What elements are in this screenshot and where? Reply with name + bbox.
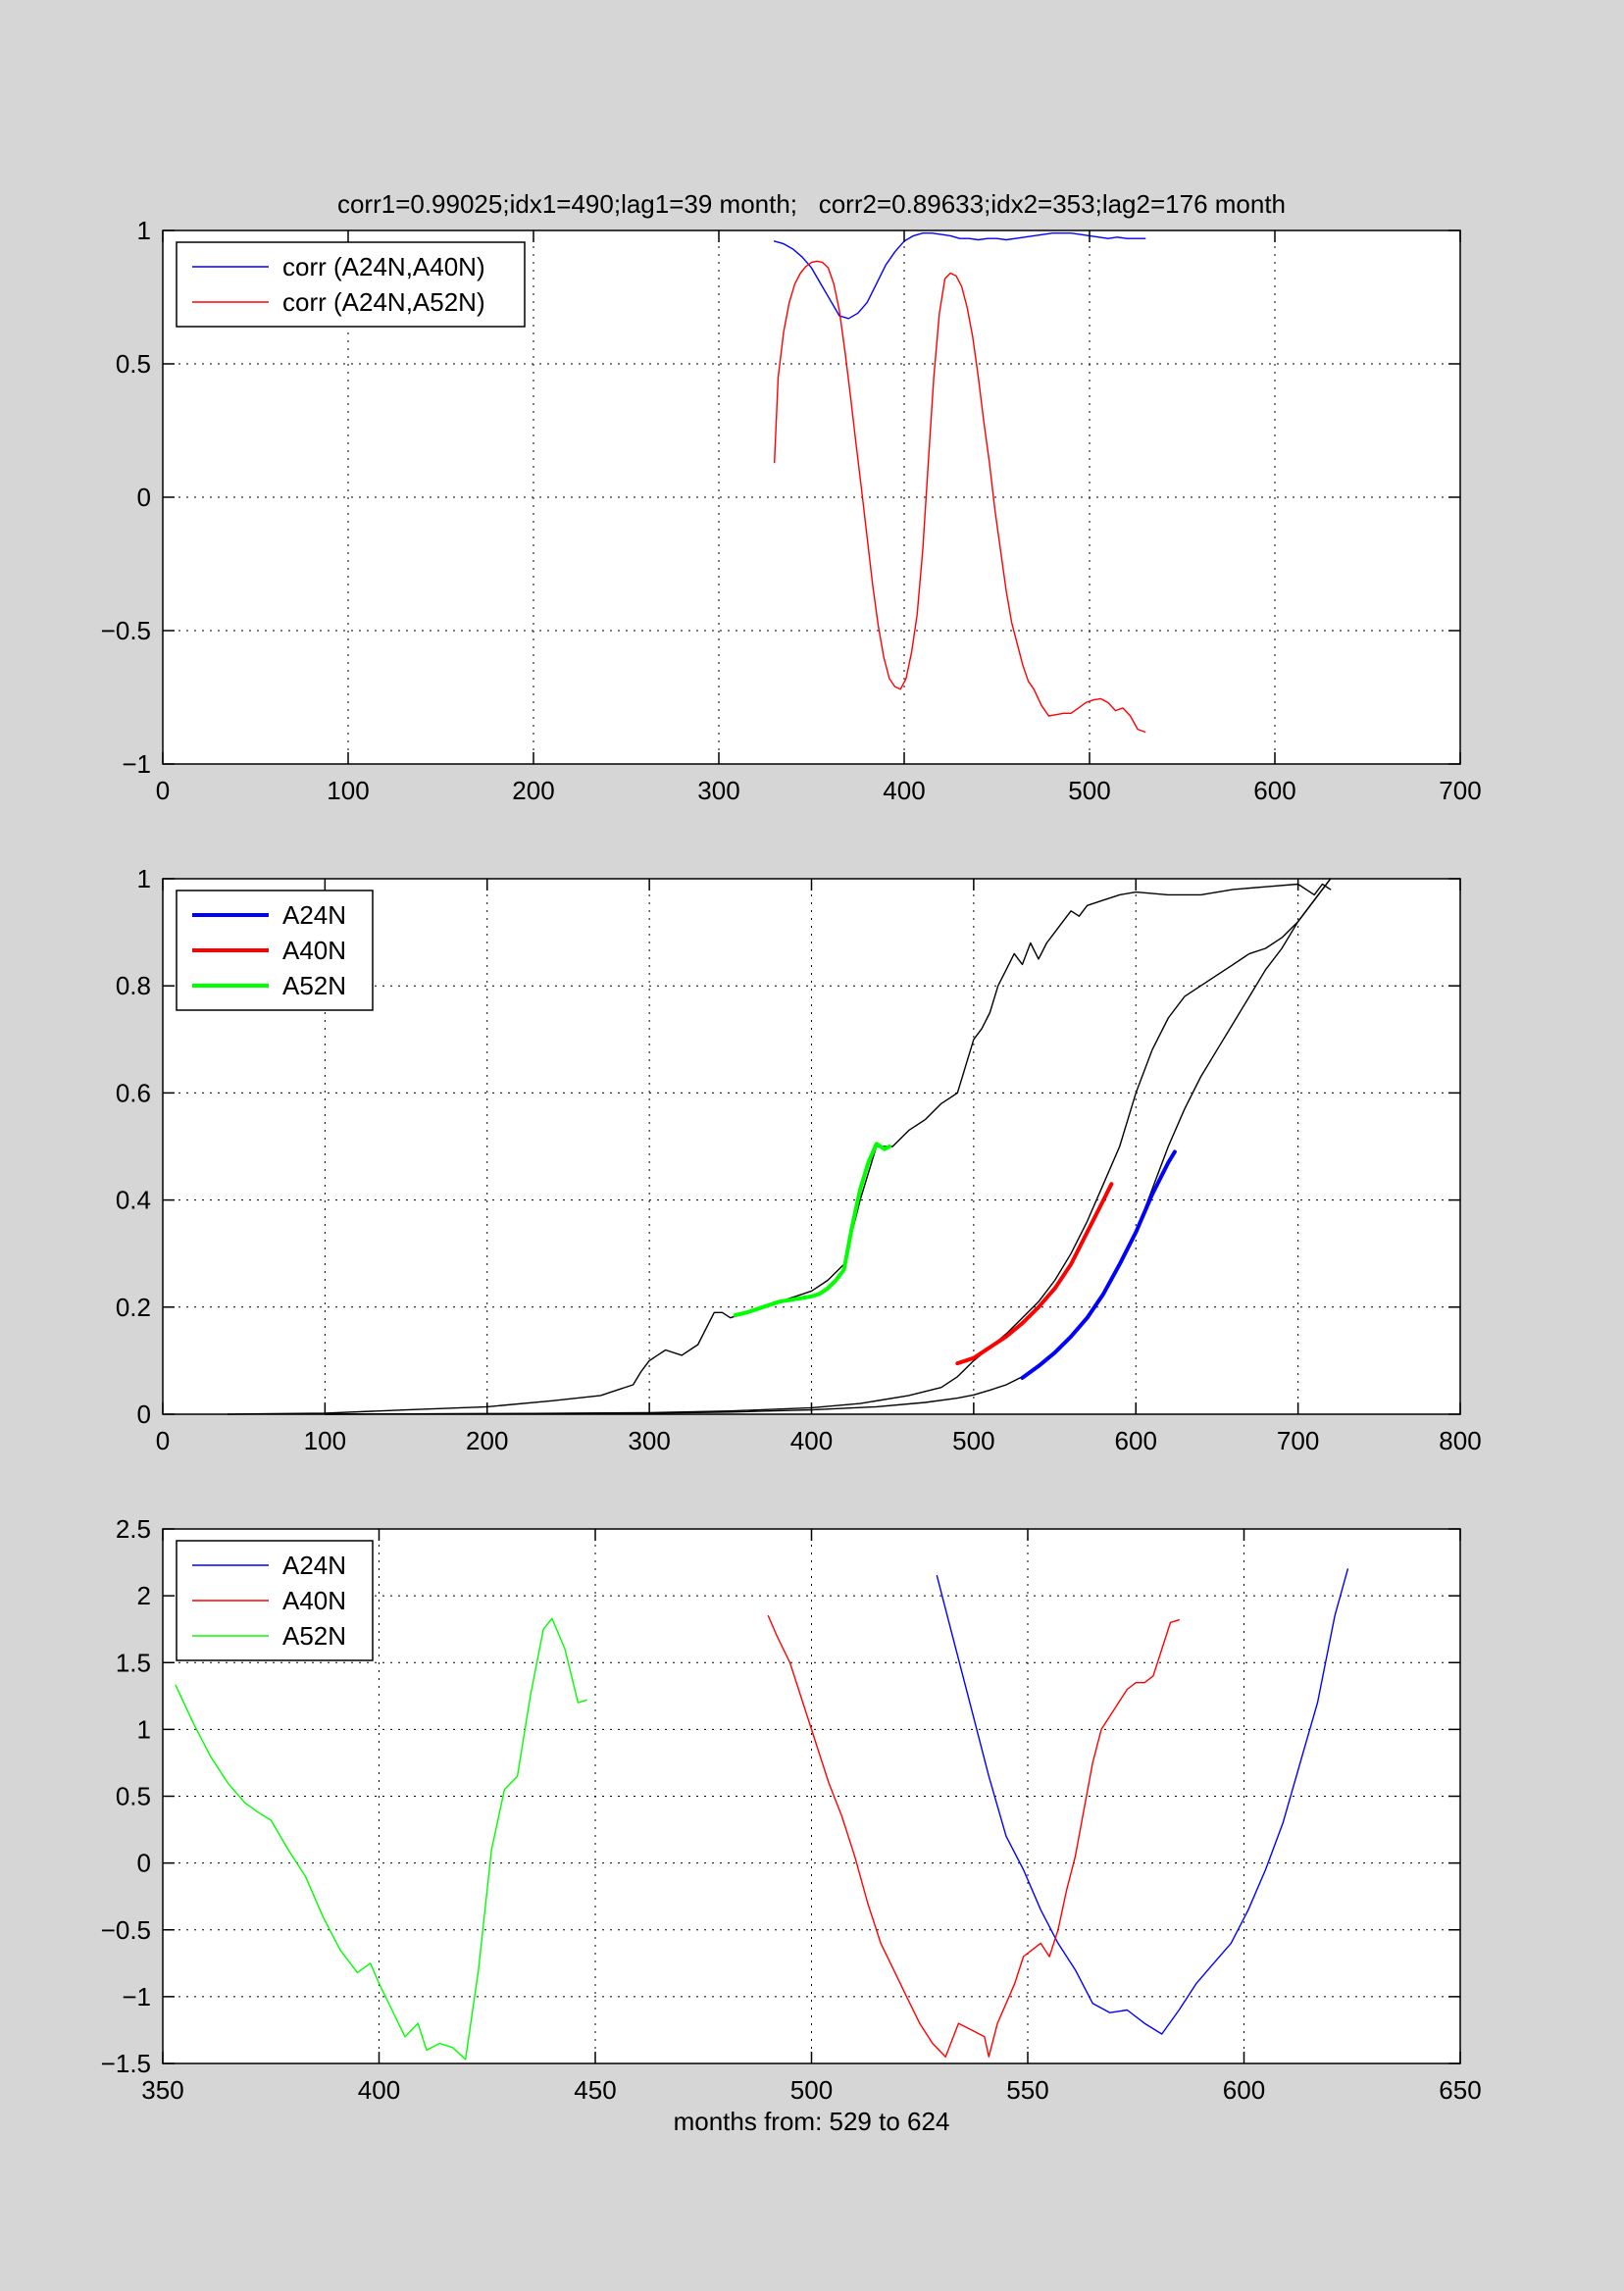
y-tick-label: 0 (137, 1400, 151, 1429)
legend-label: A52N (282, 1621, 346, 1651)
legend: corr (A24N,A40N) corr (A24N,A52N) (176, 241, 526, 328)
y-tick-label: 1 (137, 864, 151, 893)
y-tick-label: 1.5 (116, 1648, 151, 1677)
x-tick-label: 400 (790, 1426, 833, 1455)
x-tick-label: 350 (141, 2075, 183, 2105)
anomaly-plot: 350 400 450 500 550 600 650 −1.5 −1 −0.5 0 0.5 1 1.5 2… (101, 1514, 1482, 2136)
legend: A24N A40N A52N (176, 890, 374, 1011)
y-tick-label: 0.4 (116, 1186, 151, 1215)
y-tick-label: 1 (137, 216, 151, 245)
x-tick-label: 500 (1068, 776, 1110, 805)
series-line-corr-a24n-a52n- (774, 260, 1146, 734)
series-line-a40n (767, 1614, 1181, 2058)
y-tick-label: −1 (122, 1982, 151, 2011)
series-line-a24n (936, 1568, 1349, 2035)
legend-box (176, 241, 526, 328)
x-tick-label: 300 (628, 1426, 670, 1455)
y-tick-label: 0.5 (116, 1782, 151, 1811)
legend-label: corr (A24N,A52N) (282, 287, 485, 317)
x-tick-label: 450 (574, 2075, 616, 2105)
x-tick-label: 200 (466, 1426, 508, 1455)
x-tick-label: 800 (1439, 1426, 1481, 1455)
legend-label: A24N (282, 900, 346, 930)
y-tick-label: 0 (137, 1849, 151, 1878)
legend-label: A40N (282, 936, 346, 965)
legend-label: corr (A24N,A40N) (282, 252, 485, 281)
cumulative-plot: 0 100 200 300 400 500 600 700 80000.20.40.60.81A… (116, 864, 1482, 1455)
y-tick-label: −1.5 (101, 2049, 151, 2078)
legend-label: A52N (282, 971, 346, 1000)
x-tick-label: 400 (883, 776, 925, 805)
y-tick-label: 0.5 (116, 349, 151, 379)
series-line-a52n (733, 1142, 891, 1317)
x-tick-label: 600 (1223, 2075, 1265, 2105)
x-tick-label: 550 (1006, 2075, 1048, 2105)
legend: A24N A40N A52N (176, 1540, 374, 1661)
y-tick-label: 2.5 (116, 1514, 151, 1544)
y-tick-label: 2 (137, 1581, 151, 1610)
x-tick-label: 700 (1277, 1426, 1319, 1455)
y-tick-label: 0.2 (116, 1293, 151, 1322)
y-tick-label: 0.6 (116, 1078, 151, 1107)
x-tick-label: 400 (358, 2075, 400, 2105)
x-tick-label: 600 (1253, 776, 1295, 805)
x-tick-label: 600 (1115, 1426, 1157, 1455)
legend-label: A40N (282, 1586, 346, 1615)
x-tick-label: 500 (790, 2075, 833, 2105)
chart-title: corr1=0.99025;idx1=490;lag1=39 month; co… (337, 189, 1286, 219)
series-line-a52n (175, 1617, 587, 2061)
x-tick-label: 200 (512, 776, 554, 805)
x-axis-label: months from: 529 to 624 (674, 2107, 950, 2136)
y-tick-label: 0.8 (116, 971, 151, 1000)
series-line-a24n (1020, 1149, 1177, 1380)
y-tick-label: −0.5 (101, 1915, 151, 1945)
x-tick-label: 0 (156, 1426, 170, 1455)
x-tick-label: 300 (697, 776, 739, 805)
x-tick-label: 0 (156, 776, 170, 805)
series-line-black-1 (324, 878, 1332, 1415)
y-tick-label: −1 (122, 749, 151, 779)
series-line-corr-a24n-a40n- (774, 231, 1146, 320)
x-tick-label: 650 (1439, 2075, 1481, 2105)
x-tick-label: 100 (304, 1426, 346, 1455)
y-tick-label: 0 (137, 483, 151, 512)
series-line-a40n (955, 1182, 1114, 1366)
legend-label: A24N (282, 1551, 346, 1580)
y-tick-label: 1 (137, 1714, 151, 1744)
x-tick-label: 500 (952, 1426, 994, 1455)
series-line-black-0 (227, 883, 1332, 1415)
x-tick-label: 100 (327, 776, 369, 805)
correlation-plot: 0 100 200 300 400 500 600 700 −1 −0.5 0 0.5 1 corr1=0… (101, 189, 1482, 805)
x-tick-label: 700 (1439, 776, 1481, 805)
y-tick-label: −0.5 (101, 616, 151, 645)
